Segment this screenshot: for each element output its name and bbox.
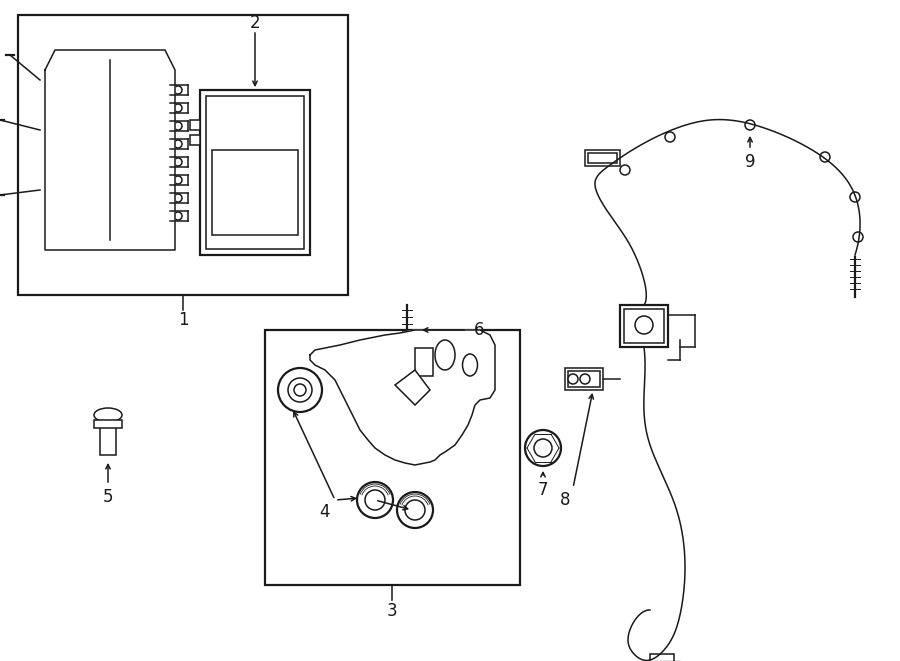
Text: 9: 9	[745, 153, 755, 171]
Bar	[18, 15, 348, 295]
Ellipse shape	[463, 354, 478, 376]
Circle shape	[534, 439, 552, 457]
Circle shape	[174, 212, 182, 220]
Ellipse shape	[435, 340, 455, 370]
Circle shape	[853, 232, 863, 242]
Bar	[100, 420, 116, 455]
Bar	[190, 120, 200, 130]
Bar	[415, 348, 433, 376]
Text: 3: 3	[387, 602, 397, 620]
Text: 8: 8	[560, 491, 571, 509]
Circle shape	[58, 73, 72, 87]
Circle shape	[365, 490, 385, 510]
Polygon shape	[45, 50, 175, 250]
Bar	[650, 654, 674, 661]
Bar	[620, 305, 668, 347]
Text: 7: 7	[538, 481, 548, 499]
Text: 6: 6	[473, 321, 484, 339]
Circle shape	[745, 120, 755, 130]
Circle shape	[568, 374, 578, 384]
Circle shape	[580, 374, 590, 384]
Circle shape	[288, 378, 312, 402]
Circle shape	[278, 368, 322, 412]
Bar	[565, 368, 603, 390]
Circle shape	[174, 104, 182, 112]
Bar	[94, 420, 122, 428]
Bar	[206, 96, 304, 249]
Circle shape	[174, 140, 182, 148]
Circle shape	[357, 482, 393, 518]
Bar	[585, 150, 620, 166]
Ellipse shape	[94, 408, 122, 422]
Circle shape	[525, 430, 561, 466]
Circle shape	[174, 158, 182, 166]
Circle shape	[665, 132, 675, 142]
Bar	[212, 150, 298, 235]
Polygon shape	[395, 370, 430, 405]
Circle shape	[850, 192, 860, 202]
Bar	[200, 90, 310, 255]
Circle shape	[820, 152, 830, 162]
Text: 2: 2	[249, 14, 260, 32]
Circle shape	[398, 348, 416, 366]
Circle shape	[78, 73, 92, 87]
Bar	[624, 309, 664, 343]
Circle shape	[620, 165, 630, 175]
Text: 1: 1	[177, 311, 188, 329]
Bar	[190, 135, 200, 145]
Polygon shape	[310, 330, 495, 465]
Bar	[588, 153, 617, 163]
Circle shape	[405, 500, 425, 520]
Text: 4: 4	[320, 503, 330, 521]
Circle shape	[174, 122, 182, 130]
Circle shape	[174, 194, 182, 202]
Circle shape	[397, 492, 433, 528]
Circle shape	[78, 98, 92, 112]
Circle shape	[635, 316, 653, 334]
Circle shape	[59, 204, 91, 236]
Circle shape	[294, 384, 306, 396]
Circle shape	[174, 176, 182, 184]
Circle shape	[402, 352, 412, 362]
Bar	[415, 348, 433, 376]
Bar	[568, 371, 600, 387]
Circle shape	[174, 86, 182, 94]
Bar	[265, 330, 520, 585]
Text: 5: 5	[103, 488, 113, 506]
Circle shape	[58, 98, 72, 112]
